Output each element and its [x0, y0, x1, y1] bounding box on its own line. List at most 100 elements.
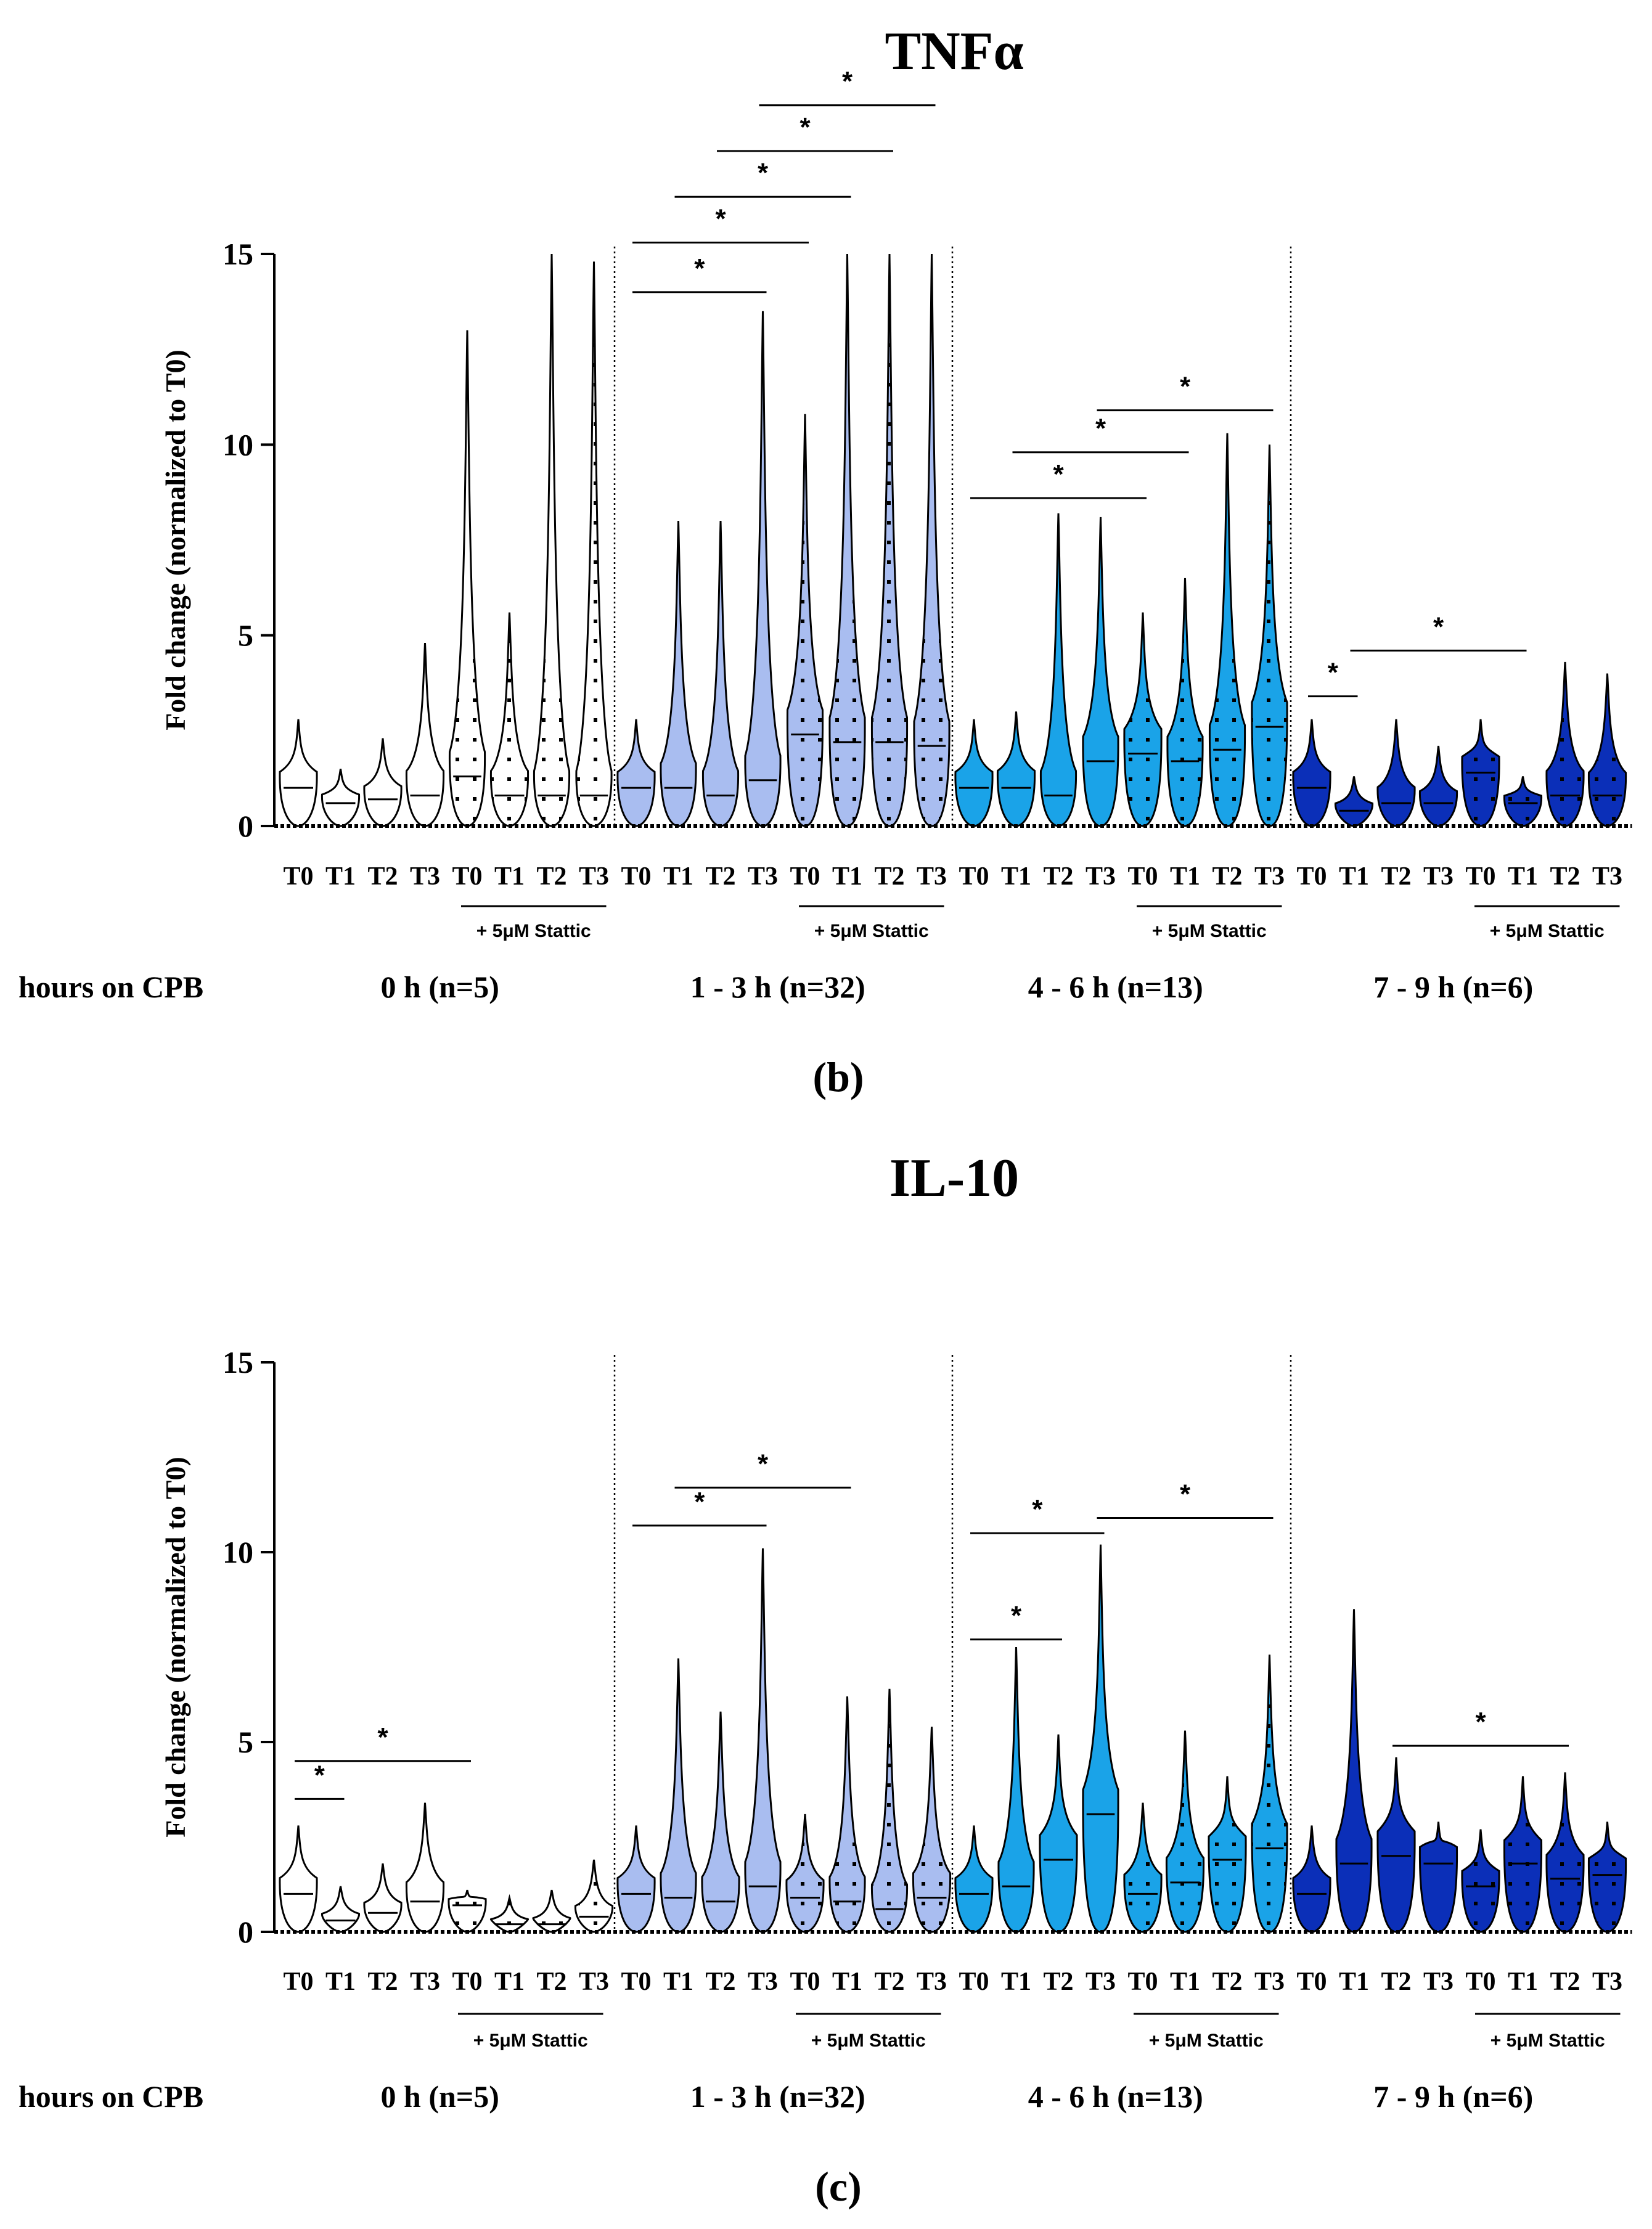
x-tick-label: T2: [705, 862, 735, 891]
stattic-label: + 5μM Stattic: [814, 921, 929, 941]
violin: [1418, 1822, 1458, 1933]
group-label: 1 - 3 h (n=32): [690, 2079, 865, 2114]
x-tick-label: T0: [790, 862, 820, 891]
violin-dot-overlay: [914, 254, 950, 826]
y-tick-label: 5: [238, 618, 253, 653]
x-tick-label: T0: [1127, 1968, 1158, 1996]
violin: [1292, 719, 1331, 827]
violin-dot-overlay: [1589, 673, 1626, 826]
significance-star: *: [1475, 1707, 1486, 1737]
x-tick-label: T0: [283, 862, 313, 891]
x-tick-label: T1: [1170, 862, 1200, 891]
group-label: 0 h (n=5): [381, 970, 499, 1004]
x-tick-label: T3: [917, 1968, 947, 1996]
violin: [616, 1825, 656, 1933]
violin: [321, 1886, 360, 1933]
significance-star: *: [1032, 1494, 1043, 1524]
panel-label: (b): [812, 1053, 864, 1100]
violin: [660, 1658, 697, 1933]
x-tick-label: T2: [1043, 862, 1073, 891]
violin-dot-overlay: [449, 330, 485, 826]
tnfa-panel: TNFα Fold change (normalized to T0) 0 5 10 15…: [18, 22, 1632, 1100]
violin: [701, 1711, 740, 1933]
violin: [1334, 776, 1374, 827]
x-tick-label: T1: [832, 1968, 862, 1996]
significance-star: *: [1433, 611, 1444, 642]
x-tick-label: T0: [959, 1968, 989, 1996]
violin-dot-overlay: [533, 1890, 571, 1932]
violin: [279, 1825, 318, 1933]
significance-star: *: [1328, 658, 1339, 688]
x-tick-label: T2: [1550, 1968, 1580, 1996]
significance-star: *: [758, 1449, 769, 1479]
x-tick-label: T1: [325, 862, 356, 891]
group-label: 7 - 9 h (n=6): [1373, 970, 1533, 1004]
x-tick-label: T1: [325, 1968, 356, 1996]
x-tick-label: T2: [1550, 862, 1580, 891]
violin: [1082, 517, 1119, 827]
violin: [954, 1825, 994, 1933]
x-tick-label: T1: [663, 1968, 693, 1996]
x-tick-label: T2: [705, 1968, 735, 1996]
x-tick-label: T2: [874, 862, 904, 891]
significance-star: *: [694, 253, 705, 284]
violin: [616, 719, 656, 827]
y-tick-label: 15: [223, 1345, 253, 1380]
x-tick-label: T2: [1381, 1968, 1411, 1996]
significance-star: *: [1053, 459, 1064, 489]
significance-star: *: [1095, 414, 1106, 444]
y-tick-label: 10: [223, 1535, 253, 1569]
significance-star: *: [1011, 1601, 1022, 1631]
violin: [1292, 1825, 1331, 1933]
x-tick-label: T3: [1254, 862, 1285, 891]
violin: [279, 719, 318, 827]
violin-dot-overlay: [1167, 578, 1203, 826]
stattic-label: + 5μM Stattic: [1490, 2031, 1605, 2051]
y-tick-label: 5: [238, 1725, 253, 1759]
violin: [996, 711, 1036, 827]
x-tick-label: T2: [1043, 1968, 1073, 1996]
violin: [954, 719, 994, 827]
stattic-label: + 5μM Stattic: [811, 2031, 926, 2051]
x-tick-label: T3: [1423, 862, 1454, 891]
x-tick-label: T0: [452, 862, 482, 891]
violin: [321, 768, 361, 827]
x-tick-label: T3: [1423, 1968, 1454, 1996]
violin-dot-overlay: [1546, 1772, 1584, 1932]
stattic-label: + 5μM Stattic: [473, 2031, 588, 2051]
stattic-label: + 5μM Stattic: [1149, 2031, 1264, 2051]
significance-star: *: [799, 112, 811, 142]
violin-dot-overlay: [534, 254, 570, 826]
violin: [997, 1646, 1035, 1933]
x-tick-label: T2: [874, 1968, 904, 1996]
violin-dot-overlay: [1166, 1730, 1204, 1932]
violin: [744, 1548, 782, 1933]
x-tick-label: T1: [494, 1968, 525, 1996]
violin-dot-overlay: [872, 254, 907, 826]
significance-star: *: [377, 1722, 388, 1753]
x-tick-label: T1: [832, 862, 862, 891]
violin: [744, 311, 782, 827]
violin: [1039, 513, 1077, 827]
x-tick-label: T1: [1001, 862, 1031, 891]
chart-title: TNFα: [885, 22, 1023, 81]
x-tick-label: T2: [1212, 862, 1242, 891]
violin-dot-overlay: [491, 1897, 528, 1932]
violin: [660, 521, 697, 827]
x-tick-label: T2: [1381, 862, 1411, 891]
x-tick-label: T3: [1086, 1968, 1116, 1996]
y-axis-label: Fold change (normalized to T0): [160, 1457, 191, 1838]
x-tick-label: T0: [790, 1968, 820, 1996]
x-tick-label: T1: [1001, 1968, 1031, 1996]
x-tick-label: T0: [1296, 1968, 1327, 1996]
violin: [405, 642, 445, 827]
x-tick-label: T3: [1086, 862, 1116, 891]
x-tick-label: T0: [1465, 1968, 1495, 1996]
y-tick-label: 0: [238, 1915, 253, 1949]
significance-star: *: [758, 158, 769, 188]
violin: [405, 1802, 445, 1933]
x-tick-label: T1: [1508, 862, 1538, 891]
x-tick-label: T3: [1592, 862, 1622, 891]
violin: [1376, 1757, 1416, 1933]
violin-dot-overlay: [576, 261, 612, 827]
